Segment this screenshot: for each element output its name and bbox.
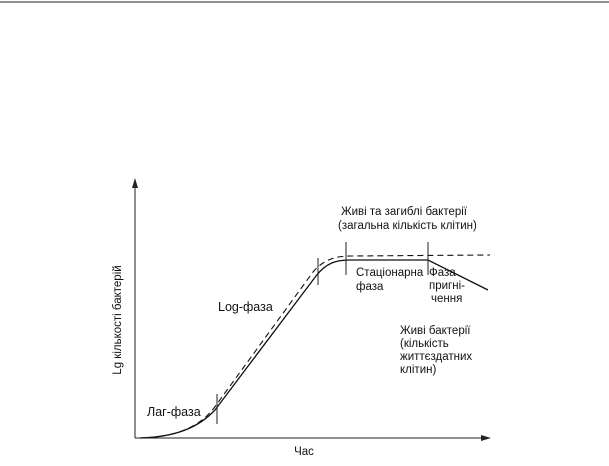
curve-label: (кількість xyxy=(400,338,449,350)
y-axis-label: Lg кількості бактерій xyxy=(112,265,124,374)
phase-label: пригні- xyxy=(429,280,465,292)
phase-label: Стаціонарна xyxy=(356,267,424,279)
phase-ticks xyxy=(216,242,429,424)
x-axis-label: Час xyxy=(294,446,314,458)
curve-label: Живі та загиблі бактерії xyxy=(341,206,468,218)
total-curve xyxy=(139,254,491,439)
phase-label: Log-фаза xyxy=(218,300,273,314)
curve-label: життєздатних xyxy=(400,351,472,363)
curve-label: клітин) xyxy=(400,364,436,376)
axes xyxy=(132,178,491,441)
curve-label: (загальна кількість клітин) xyxy=(338,220,477,232)
viable-curve xyxy=(139,259,489,439)
x-arrow xyxy=(481,435,491,441)
phase-label: Лаг-фаза xyxy=(147,405,201,419)
y-arrow xyxy=(132,178,138,188)
curve-label: Живі бактерії xyxy=(400,325,471,337)
phase-label: чення xyxy=(431,293,462,305)
phase-label: фаза xyxy=(356,281,384,293)
phase-label: Фаза xyxy=(429,267,456,279)
